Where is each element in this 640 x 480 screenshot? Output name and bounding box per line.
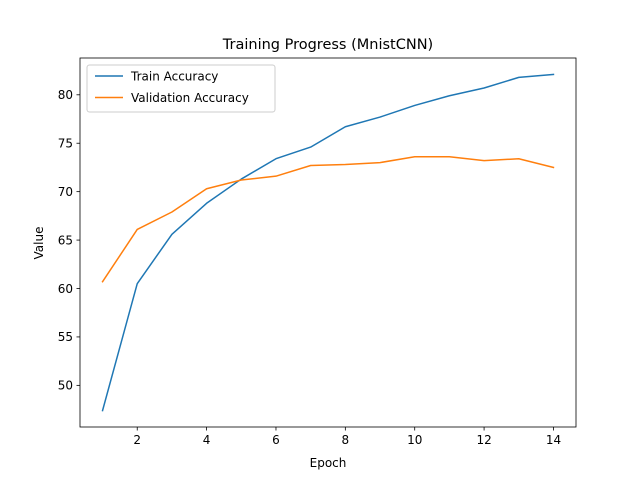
axes-frame (79, 57, 577, 428)
y-tick-label: 55 (58, 330, 73, 344)
plot-area (79, 57, 577, 428)
legend-label-0: Train Accuracy (130, 69, 218, 83)
y-tick-label: 70 (58, 185, 73, 199)
chart-title: Training Progress (MnistCNN) (222, 37, 433, 53)
x-tick-label: 10 (407, 433, 422, 447)
y-axis-ticks: 50 55 60 65 70 75 80 (58, 88, 80, 393)
y-tick-label: 50 (58, 379, 73, 393)
x-tick-label: 2 (133, 433, 141, 447)
x-tick-label: 12 (476, 433, 491, 447)
x-tick-label: 8 (342, 433, 350, 447)
legend: Train Accuracy Validation Accuracy (86, 64, 276, 113)
series-line-1 (101, 156, 555, 283)
legend-box (86, 64, 276, 113)
x-tick-label: 6 (272, 433, 280, 447)
y-tick-label: 80 (58, 88, 73, 102)
series-line-0 (101, 73, 555, 412)
y-tick-label: 60 (58, 282, 73, 296)
y-tick-label: 65 (58, 233, 73, 247)
x-tick-label: 4 (203, 433, 211, 447)
x-axis-label: Epoch (310, 456, 347, 470)
x-axis-ticks: 2 4 6 8 10 12 14 (133, 427, 561, 447)
x-tick-label: 14 (546, 433, 561, 447)
y-axis-label: Value (32, 227, 46, 260)
legend-label-1: Validation Accuracy (131, 91, 249, 105)
y-tick-label: 75 (58, 137, 73, 151)
